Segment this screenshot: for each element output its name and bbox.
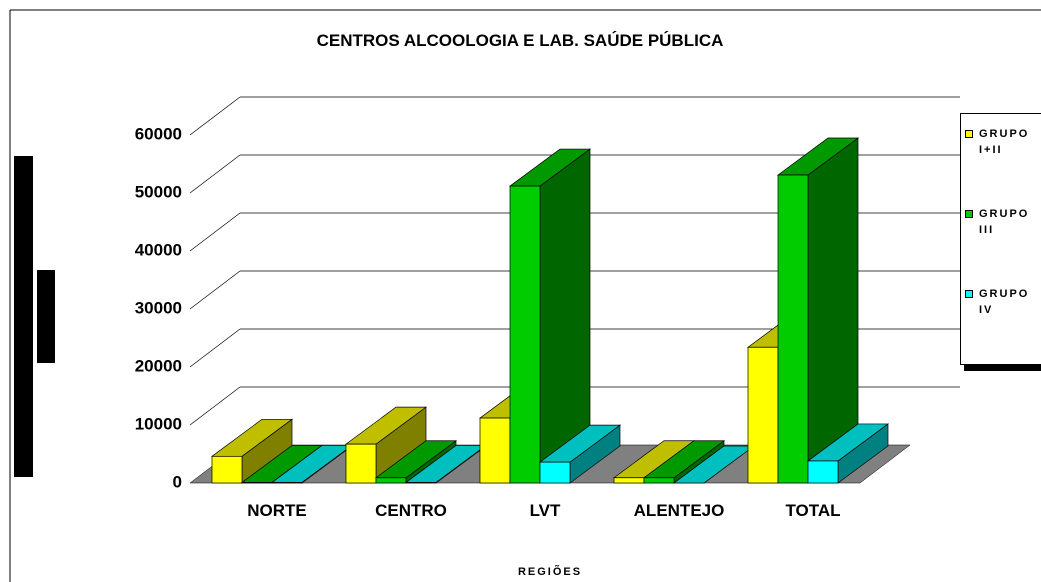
x-tick-label: ALENTEJO bbox=[634, 501, 725, 520]
legend-swatch bbox=[965, 210, 973, 218]
grid-line-side bbox=[189, 212, 241, 252]
grid-line-side bbox=[189, 328, 241, 368]
bar bbox=[479, 417, 511, 484]
bar bbox=[509, 185, 541, 484]
x-axis-title: REGIÕES bbox=[518, 565, 582, 578]
legend: GRUPO I+II GRUPO III GRUPO IV bbox=[960, 113, 1041, 365]
y-tick-label: 50000 bbox=[135, 182, 182, 201]
artifact bbox=[37, 270, 55, 363]
grid-line-side bbox=[189, 386, 241, 426]
grid-line-side bbox=[189, 270, 241, 310]
bar bbox=[613, 477, 645, 484]
bar bbox=[405, 482, 437, 484]
x-tick-label: CENTRO bbox=[375, 501, 447, 520]
bar bbox=[271, 482, 303, 484]
y-tick-label: 10000 bbox=[135, 414, 182, 433]
bar bbox=[375, 477, 407, 484]
y-tick-label: 0 bbox=[173, 472, 182, 491]
bar bbox=[211, 455, 243, 484]
y-tick-label: 60000 bbox=[135, 124, 182, 143]
grid-line-side bbox=[189, 96, 241, 136]
legend-item: GRUPO IV bbox=[965, 286, 1030, 318]
y-tick-label: 20000 bbox=[135, 356, 182, 375]
y-tick-label: 30000 bbox=[135, 298, 182, 317]
legend-item: GRUPO I+II bbox=[965, 126, 1030, 158]
bar bbox=[539, 461, 571, 484]
bar bbox=[241, 482, 273, 484]
bar bbox=[345, 443, 377, 484]
grid-line-side bbox=[189, 154, 241, 194]
legend-label: GRUPO III bbox=[979, 208, 1030, 236]
bar bbox=[777, 174, 809, 484]
chart-title: CENTROS ALCOOLOGIA E LAB. SAÚDE PÚBLICA bbox=[317, 31, 724, 50]
legend-swatch bbox=[965, 130, 973, 138]
y-tick-label: 40000 bbox=[135, 240, 182, 259]
x-tick-label: TOTAL bbox=[785, 501, 840, 520]
artifact bbox=[14, 156, 33, 477]
legend-label: GRUPO IV bbox=[979, 288, 1030, 316]
legend-item: GRUPO III bbox=[965, 206, 1030, 238]
legend-swatch bbox=[965, 290, 973, 298]
x-tick-label: NORTE bbox=[247, 501, 307, 520]
legend-label: GRUPO I+II bbox=[979, 128, 1030, 156]
bar bbox=[747, 346, 779, 484]
bar bbox=[643, 477, 675, 484]
x-tick-label: LVT bbox=[530, 501, 561, 520]
bar bbox=[807, 460, 839, 484]
